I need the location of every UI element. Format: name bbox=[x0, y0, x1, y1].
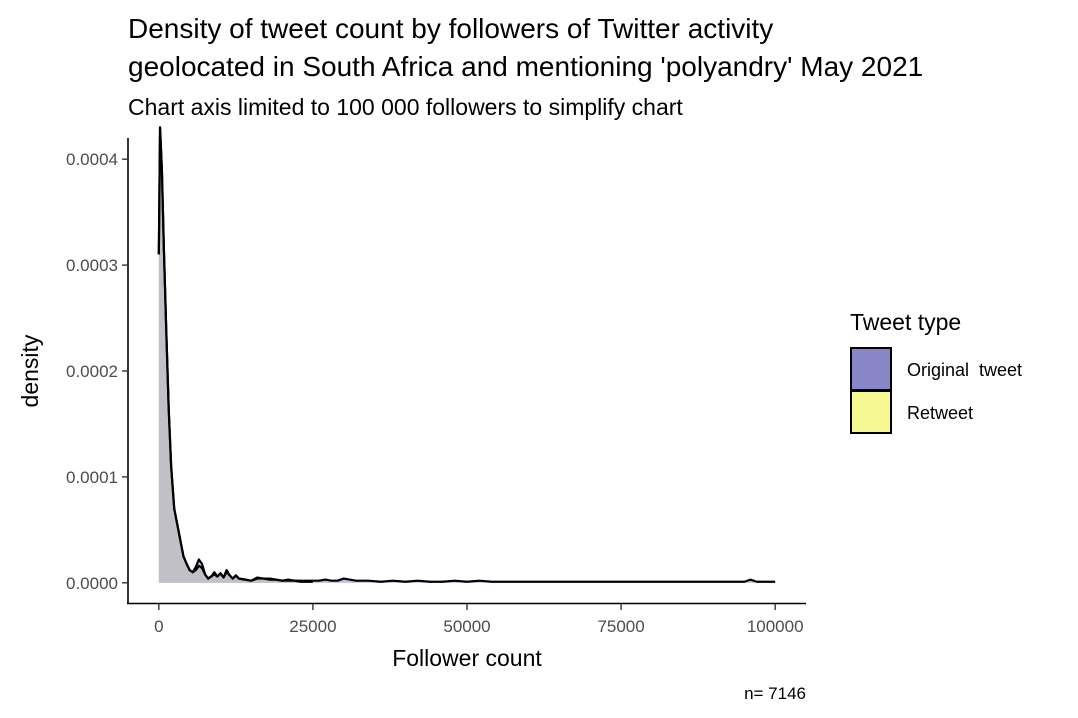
legend-item-original-tweet: Original tweet bbox=[850, 347, 1022, 391]
x-axis-title: Follower count bbox=[392, 645, 542, 671]
legend-title: Tweet type bbox=[850, 309, 961, 335]
density-line-original-tweet bbox=[157, 126, 776, 583]
chart-title-line-1: Density of tweet count by followers of T… bbox=[128, 13, 773, 44]
y-axis-ticks: 0.0000 0.0001 0.0002 0.0003 0.0004 bbox=[66, 150, 128, 593]
density-area-original-tweet bbox=[158, 127, 776, 583]
plot-panel: 0 25000 50000 75000 100000 0.00000.00010.000… bbox=[66, 126, 806, 636]
x-tick-label: 50000 bbox=[443, 617, 490, 636]
x-tick-label: 75000 bbox=[597, 617, 644, 636]
legend-key-retweet bbox=[850, 390, 892, 434]
density-areas bbox=[158, 127, 776, 583]
x-tick-label: 25000 bbox=[289, 617, 336, 636]
caption-sample-size: n= 7146 bbox=[744, 684, 806, 703]
density-area-retweet bbox=[158, 127, 313, 583]
chart-titles: Density of tweet count by followers of T… bbox=[128, 13, 923, 120]
y-tick-label: 0.0001 bbox=[66, 468, 118, 487]
y-tick-label: 0.0004 bbox=[66, 150, 118, 169]
y-axis-title: density bbox=[17, 334, 43, 407]
chart-subtitle: Chart axis limited to 100 000 followers … bbox=[128, 94, 683, 120]
legend-item-retweet: Retweet bbox=[850, 390, 973, 434]
density-lines bbox=[157, 126, 776, 583]
x-axis-ticks: 0 25000 50000 75000 100000 bbox=[154, 604, 804, 636]
x-tick-label: 0 bbox=[154, 617, 163, 636]
x-tick-label: 100000 bbox=[747, 617, 804, 636]
legend-key-original-tweet bbox=[850, 347, 892, 391]
legend: Tweet type Original tweet Retweet bbox=[850, 309, 1022, 434]
y-tick-label: 0.0002 bbox=[66, 362, 118, 381]
y-tick-label: 0.0003 bbox=[66, 256, 118, 275]
y-tick-label: 0.0000 bbox=[66, 574, 118, 593]
density-line-retweet bbox=[157, 126, 313, 583]
legend-label-retweet: Retweet bbox=[907, 403, 973, 423]
legend-label-original-tweet: Original tweet bbox=[907, 360, 1022, 380]
chart-title-line-2: geolocated in South Africa and mentionin… bbox=[128, 51, 923, 82]
